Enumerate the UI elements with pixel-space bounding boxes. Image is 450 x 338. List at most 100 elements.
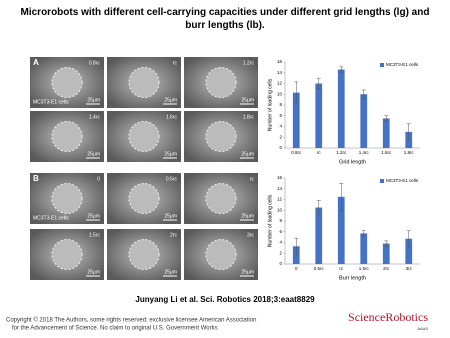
image-label: 0.5rc [166, 176, 178, 182]
y-tick-label: 16 [277, 59, 283, 64]
y-tick-label: 0 [279, 261, 282, 266]
microrobot [128, 67, 160, 98]
bar [360, 94, 368, 148]
y-axis-label: Number of loading cells [267, 78, 273, 131]
image-label: 1.5rc [89, 232, 101, 238]
scale-label: 25μm [87, 213, 100, 219]
scale-label: 25μm [164, 269, 177, 275]
x-tick-label: 1.8rc [404, 150, 415, 155]
x-tick-label: 1.4rc [359, 150, 370, 155]
x-tick-label: 0.5rc [314, 266, 325, 271]
microrobot [205, 239, 237, 270]
legend-label: MC3T3-E1 cells [386, 178, 419, 183]
x-axis-label: Burr length [339, 275, 366, 281]
microrobot [205, 183, 237, 214]
x-tick-label: rc [339, 266, 343, 271]
image-label: rc [250, 176, 255, 182]
x-tick-label: 1.5rc [359, 266, 370, 271]
y-tick-label: 2 [279, 250, 282, 255]
scale-label: 25μm [87, 269, 100, 275]
y-tick-label: 16 [277, 175, 283, 180]
microrobot [51, 183, 83, 214]
bar [405, 238, 413, 264]
microrobot [51, 239, 83, 270]
image-label: rc [173, 60, 178, 66]
y-tick-label: 14 [277, 70, 283, 75]
y-tick-label: 14 [277, 186, 283, 191]
microrobot [128, 183, 160, 214]
scale-label: 25μm [241, 97, 254, 103]
error-bar [316, 77, 321, 90]
bar [382, 243, 390, 264]
logo-sub: AAAS [417, 326, 428, 331]
error-bar [384, 240, 389, 247]
y-tick-label: 8 [279, 102, 282, 107]
y-tick-label: 4 [279, 124, 282, 129]
image-label: 1.2rc [243, 60, 255, 66]
y-tick-label: 10 [277, 207, 283, 212]
microrobot [205, 67, 237, 98]
scale-label: 25μm [87, 151, 100, 157]
x-axis-label: Grid length [339, 159, 366, 165]
bar [360, 233, 368, 264]
error-bar [384, 115, 389, 122]
error-bar [361, 89, 366, 99]
copyright: for the Advancement of Science. No claim… [12, 326, 218, 332]
y-tick-label: 12 [277, 197, 283, 202]
y-axis-label: Number of loading cells [267, 194, 273, 247]
x-tick-label: 2rc [383, 266, 390, 271]
x-tick-label: 0 [295, 266, 298, 271]
error-bar [406, 123, 411, 141]
y-tick-label: 4 [279, 240, 282, 245]
scale-label: 25μm [87, 97, 100, 103]
legend-swatch [380, 179, 384, 183]
x-tick-label: rc [317, 150, 321, 155]
error-bar [406, 230, 411, 248]
x-tick-label: 0.8rc [291, 150, 302, 155]
error-bar [361, 230, 366, 237]
image-label: 0 [97, 176, 100, 182]
microrobot [51, 67, 83, 98]
error-bar [316, 200, 321, 215]
y-tick-label: 6 [279, 229, 282, 234]
y-tick-label: 0 [279, 145, 282, 150]
slide-title: Microrobots with different cell-carrying… [20, 7, 430, 31]
error-bar [294, 81, 299, 104]
y-tick-label: 12 [277, 81, 283, 86]
bar [337, 196, 345, 264]
image-label: 1.8rc [243, 114, 255, 120]
image-label: 2rc [170, 232, 177, 238]
microrobot [128, 239, 160, 270]
image-label: 1.6rc [166, 114, 178, 120]
title-box: Microrobots with different cell-carrying… [20, 7, 430, 31]
citation: Junyang Li et al. Sci. Robotics 2018;3:e… [135, 295, 315, 304]
cell-label: MC3T3-E1 cells [33, 99, 69, 105]
scale-label: 25μm [164, 151, 177, 157]
image-label: 0.8rc [89, 60, 101, 66]
bar [315, 83, 323, 148]
image-label: 1.4rc [89, 114, 101, 120]
microrobot [128, 121, 160, 152]
y-tick-label: 8 [279, 218, 282, 223]
legend-swatch [380, 63, 384, 67]
x-tick-label: 1.6rc [381, 150, 392, 155]
bar [292, 92, 300, 148]
panel-label: B [33, 174, 39, 183]
x-tick-label: 3rc [406, 266, 413, 271]
scale-label: 25μm [241, 269, 254, 275]
scale-label: 25μm [241, 213, 254, 219]
panel-label: A [33, 58, 39, 67]
error-bar [294, 237, 299, 255]
error-bar [339, 183, 344, 211]
copyright: Copyright © 2018 The Authors, some right… [6, 317, 256, 324]
x-tick-label: 1.2rc [336, 150, 347, 155]
bar [337, 69, 345, 148]
y-tick-label: 6 [279, 113, 282, 118]
scale-label: 25μm [241, 151, 254, 157]
image-label: 3rc [247, 232, 254, 238]
error-bar [339, 66, 344, 73]
bar [292, 246, 300, 264]
y-tick-label: 2 [279, 134, 282, 139]
scale-label: 25μm [164, 97, 177, 103]
